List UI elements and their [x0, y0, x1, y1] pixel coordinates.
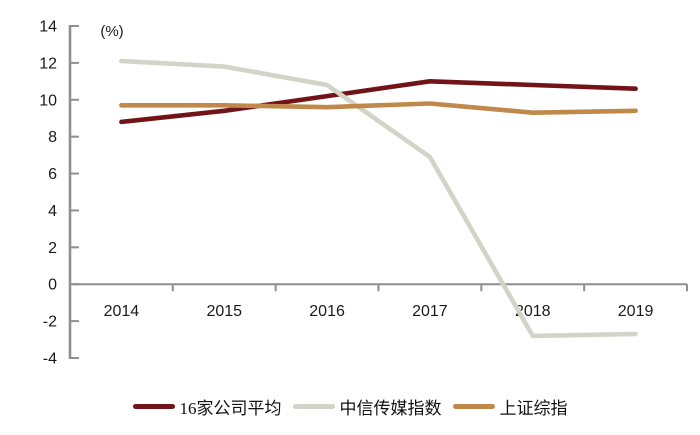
series-line-company-average: [119, 79, 638, 125]
y-tick-label: -2: [43, 314, 57, 331]
legend-label-company-average: 16家公司平均: [179, 399, 282, 418]
y-tick-label: 4: [48, 203, 57, 220]
y-tick-label: 14: [39, 19, 57, 36]
series-line-shanghai-composite: [119, 101, 638, 115]
y-tick-label: 0: [48, 277, 57, 294]
legend-swatch-company-average: [132, 404, 175, 409]
y-axis-unit-label: (%): [100, 23, 123, 40]
y-tick-label: -4: [43, 351, 57, 368]
x-tick-label: 2019: [618, 303, 654, 320]
legend-item-shanghai-composite: 上证综指: [452, 394, 568, 419]
x-tick-label: 2016: [309, 303, 345, 320]
legend-item-citic-media-index: 中信传媒指数: [292, 394, 442, 419]
x-tick-label: 2017: [412, 303, 448, 320]
y-tick-label: 6: [48, 166, 57, 183]
series-line-citic-media-index: [119, 58, 638, 339]
legend-label-citic-media-index: 中信传媒指数: [339, 399, 442, 418]
chart-legend: 16家公司平均 中信传媒指数 上证综指: [0, 394, 700, 419]
legend-item-company-average: 16家公司平均: [132, 394, 282, 419]
y-tick-label: 8: [48, 129, 57, 146]
legend-label-shanghai-composite: 上证综指: [499, 399, 568, 418]
legend-swatch-shanghai-composite: [452, 404, 495, 409]
chart-plot-area: 14 12 10 8 6 4 2 0 -2 -4 (%) 2014 2015 2016 2017 2018 20…: [39, 19, 688, 368]
legend-swatch-citic-media-index: [292, 404, 335, 409]
y-tick-label: 2: [48, 240, 57, 257]
x-tick-label: 2014: [104, 303, 140, 320]
y-tick-label: 10: [39, 92, 57, 109]
y-tick-label: 12: [39, 55, 57, 72]
x-tick-label: 2015: [206, 303, 242, 320]
